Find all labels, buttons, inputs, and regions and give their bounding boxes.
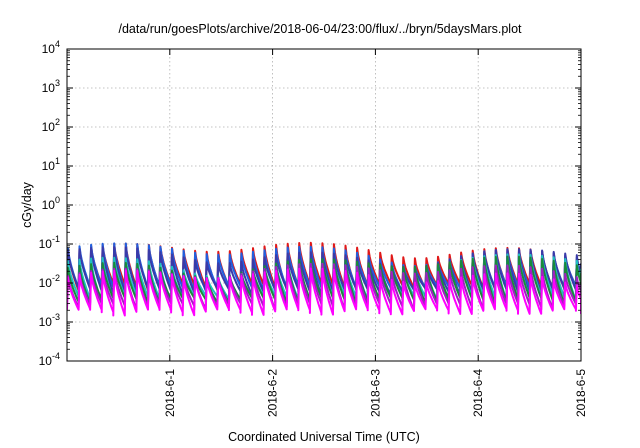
- y-tick-label-base: 10: [39, 276, 53, 290]
- series-line: [67, 267, 581, 317]
- x-axis-label: Coordinated Universal Time (UTC): [228, 430, 420, 444]
- y-tick-label-base: 10: [42, 120, 56, 134]
- y-tick-label: 104: [42, 39, 60, 56]
- y-tick-label: 10-4: [39, 351, 60, 368]
- y-tick-label: 10-2: [39, 273, 60, 290]
- y-tick-label-exponent: -4: [52, 351, 60, 361]
- series-group: [67, 241, 581, 317]
- y-tick-label-exponent: 0: [55, 195, 60, 205]
- y-tick-label-base: 10: [39, 237, 53, 251]
- grid: [67, 49, 581, 361]
- y-tick-label-base: 10: [39, 315, 53, 329]
- y-tick-label-base: 10: [39, 354, 53, 368]
- x-tick-label: 2018-6-5: [574, 369, 588, 417]
- y-tick-label-exponent: -1: [52, 234, 60, 244]
- y-tick-label-exponent: -3: [52, 312, 60, 322]
- y-tick-label: 103: [42, 78, 60, 95]
- y-tick-label: 100: [42, 195, 60, 212]
- y-tick-label-base: 10: [42, 81, 56, 95]
- y-tick-label: 102: [42, 117, 60, 134]
- y-axis-label: cGy/day: [20, 181, 34, 228]
- x-tick-label: 2018-6-1: [163, 369, 177, 417]
- y-tick-label-exponent: -2: [52, 273, 60, 283]
- x-tick-label: 2018-6-2: [266, 369, 280, 417]
- y-tick-label: 10-1: [39, 234, 60, 251]
- y-tick-label-base: 10: [42, 42, 56, 56]
- y-tick-label: 101: [42, 156, 60, 173]
- y-tick-label-exponent: 1: [55, 156, 60, 166]
- chart-title: /data/run/goesPlots/archive/2018-06-04/2…: [118, 22, 522, 36]
- y-tick-label-base: 10: [42, 159, 56, 173]
- y-tick-label-exponent: 2: [55, 117, 60, 127]
- y-tick-label-exponent: 3: [55, 78, 60, 88]
- x-tick-label: 2018-6-4: [471, 369, 485, 417]
- y-tick-label-exponent: 4: [55, 39, 60, 49]
- x-tick-label: 2018-6-3: [368, 369, 382, 417]
- y-tick-label-base: 10: [42, 198, 56, 212]
- y-tick-label: 10-3: [39, 312, 60, 329]
- x-axis: 2018-6-1 2018-6-2 2018-6-3 2018-6-4 2018-6-5: [163, 49, 588, 417]
